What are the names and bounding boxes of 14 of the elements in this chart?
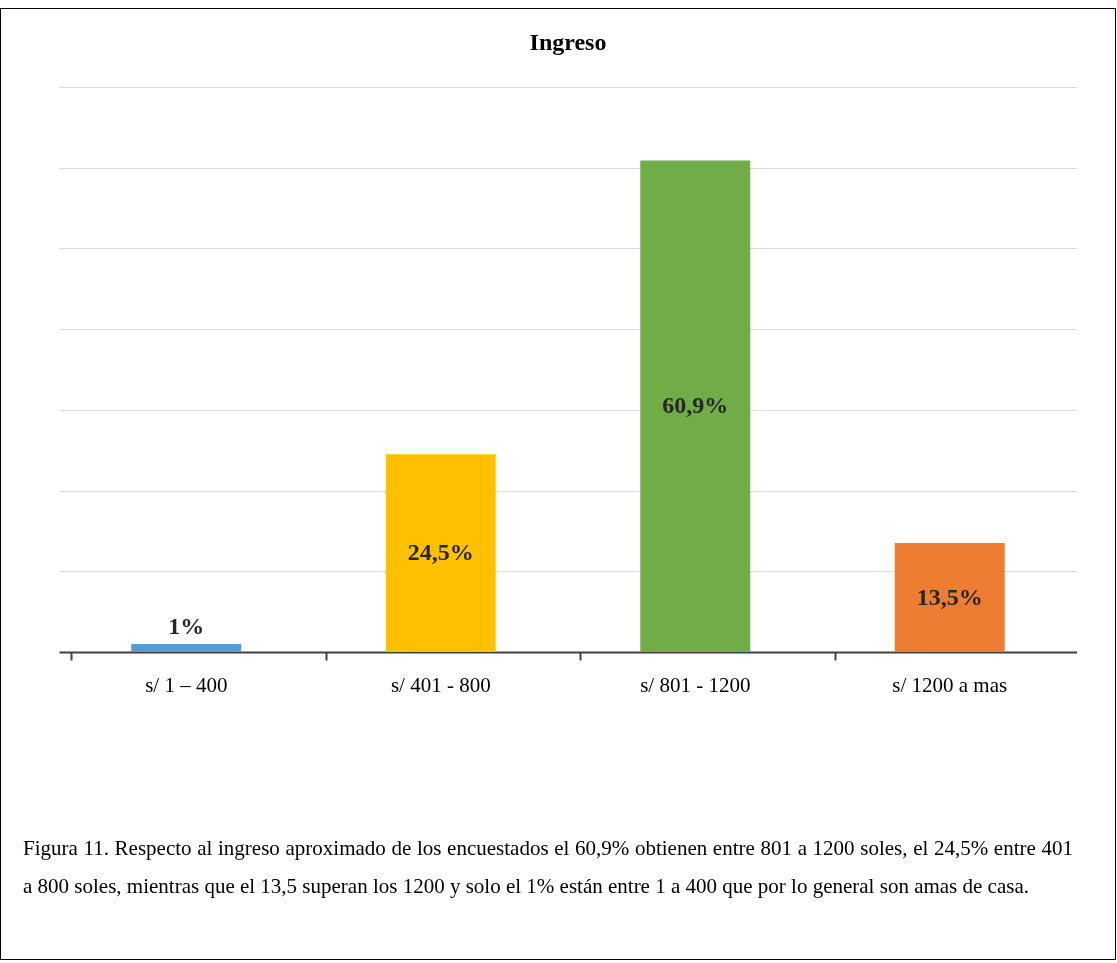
x-tick-label: s/ 401 - 800 [390, 672, 491, 697]
data-label: 1% [168, 612, 205, 639]
bar [640, 160, 751, 652]
x-tick-label: s/ 1200 a mas [892, 672, 1008, 697]
x-tick-label: s/ 801 - 1200 [640, 672, 751, 697]
chart-title: Ingreso [529, 29, 607, 55]
data-label: 24,5% [407, 539, 474, 566]
data-label: 60,9% [662, 392, 729, 419]
bar [894, 543, 1005, 652]
text: Figura 11. Respecto al ingreso aproximado de los encuestados el 60,9% obtienen entre 801 a 1200 soles, el 24,5% entre 401 a 800 soles, mientras que el 13,5 superan los 1200 y solo el 1% están entre 1 a 400 que por lo general son amas de casa. [23, 835, 1073, 900]
bar [131, 643, 242, 652]
x-tick-label: s/ 1 – 400 [145, 672, 228, 697]
data-label: 13,5% [916, 583, 983, 610]
bar [385, 454, 496, 652]
